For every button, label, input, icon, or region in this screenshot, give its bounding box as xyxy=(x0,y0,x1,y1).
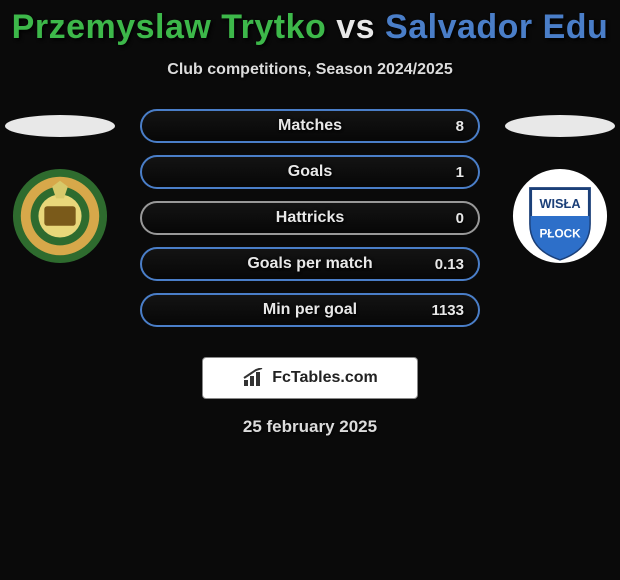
stat-row-goals-per-match: Goals per match 0.13 xyxy=(140,247,480,281)
stat-row-min-per-goal: Min per goal 1133 xyxy=(140,293,480,327)
watermark-text: FcTables.com xyxy=(272,369,378,387)
svg-text:WISŁA: WISŁA xyxy=(539,196,580,211)
player2-name: Salvador Edu xyxy=(385,8,608,46)
watermark: FcTables.com xyxy=(202,357,418,399)
svg-text:PŁOCK: PŁOCK xyxy=(539,228,581,241)
stat-row-goals: Goals 1 xyxy=(140,155,480,189)
stat-right-value: 8 xyxy=(456,118,464,135)
subtitle: Club competitions, Season 2024/2025 xyxy=(0,61,620,79)
wisla-plock-logo: WISŁA PŁOCK xyxy=(511,167,609,265)
stat-right-value: 1 xyxy=(456,164,464,181)
stat-label: Matches xyxy=(278,117,342,135)
stat-label: Min per goal xyxy=(263,301,357,319)
player1-name: Przemyslaw Trytko xyxy=(12,8,327,46)
left-player-column xyxy=(0,109,120,265)
stat-row-matches: Matches 8 xyxy=(140,109,480,143)
stat-right-value: 0 xyxy=(456,210,464,227)
left-player-marker xyxy=(5,115,115,137)
page-title: Przemyslaw Trytko vs Salvador Edu xyxy=(0,0,620,47)
stat-label: Hattricks xyxy=(276,209,344,227)
stat-row-hattricks: Hattricks 0 xyxy=(140,201,480,235)
right-player-marker xyxy=(505,115,615,137)
stat-right-value: 0.13 xyxy=(435,256,464,273)
stat-label: Goals xyxy=(288,163,332,181)
date-text: 25 february 2025 xyxy=(0,417,620,437)
chart-icon xyxy=(242,368,266,388)
right-player-column: WISŁA PŁOCK xyxy=(500,109,620,265)
comparison-panel: WISŁA PŁOCK Matches 8 Goals 1 Hattricks … xyxy=(0,109,620,349)
miedz-legnica-logo xyxy=(11,167,109,265)
vs-text: vs xyxy=(336,8,375,46)
stat-right-value: 1133 xyxy=(431,302,464,319)
stat-label: Goals per match xyxy=(247,255,372,273)
stats-list: Matches 8 Goals 1 Hattricks 0 Goals per … xyxy=(140,109,480,339)
